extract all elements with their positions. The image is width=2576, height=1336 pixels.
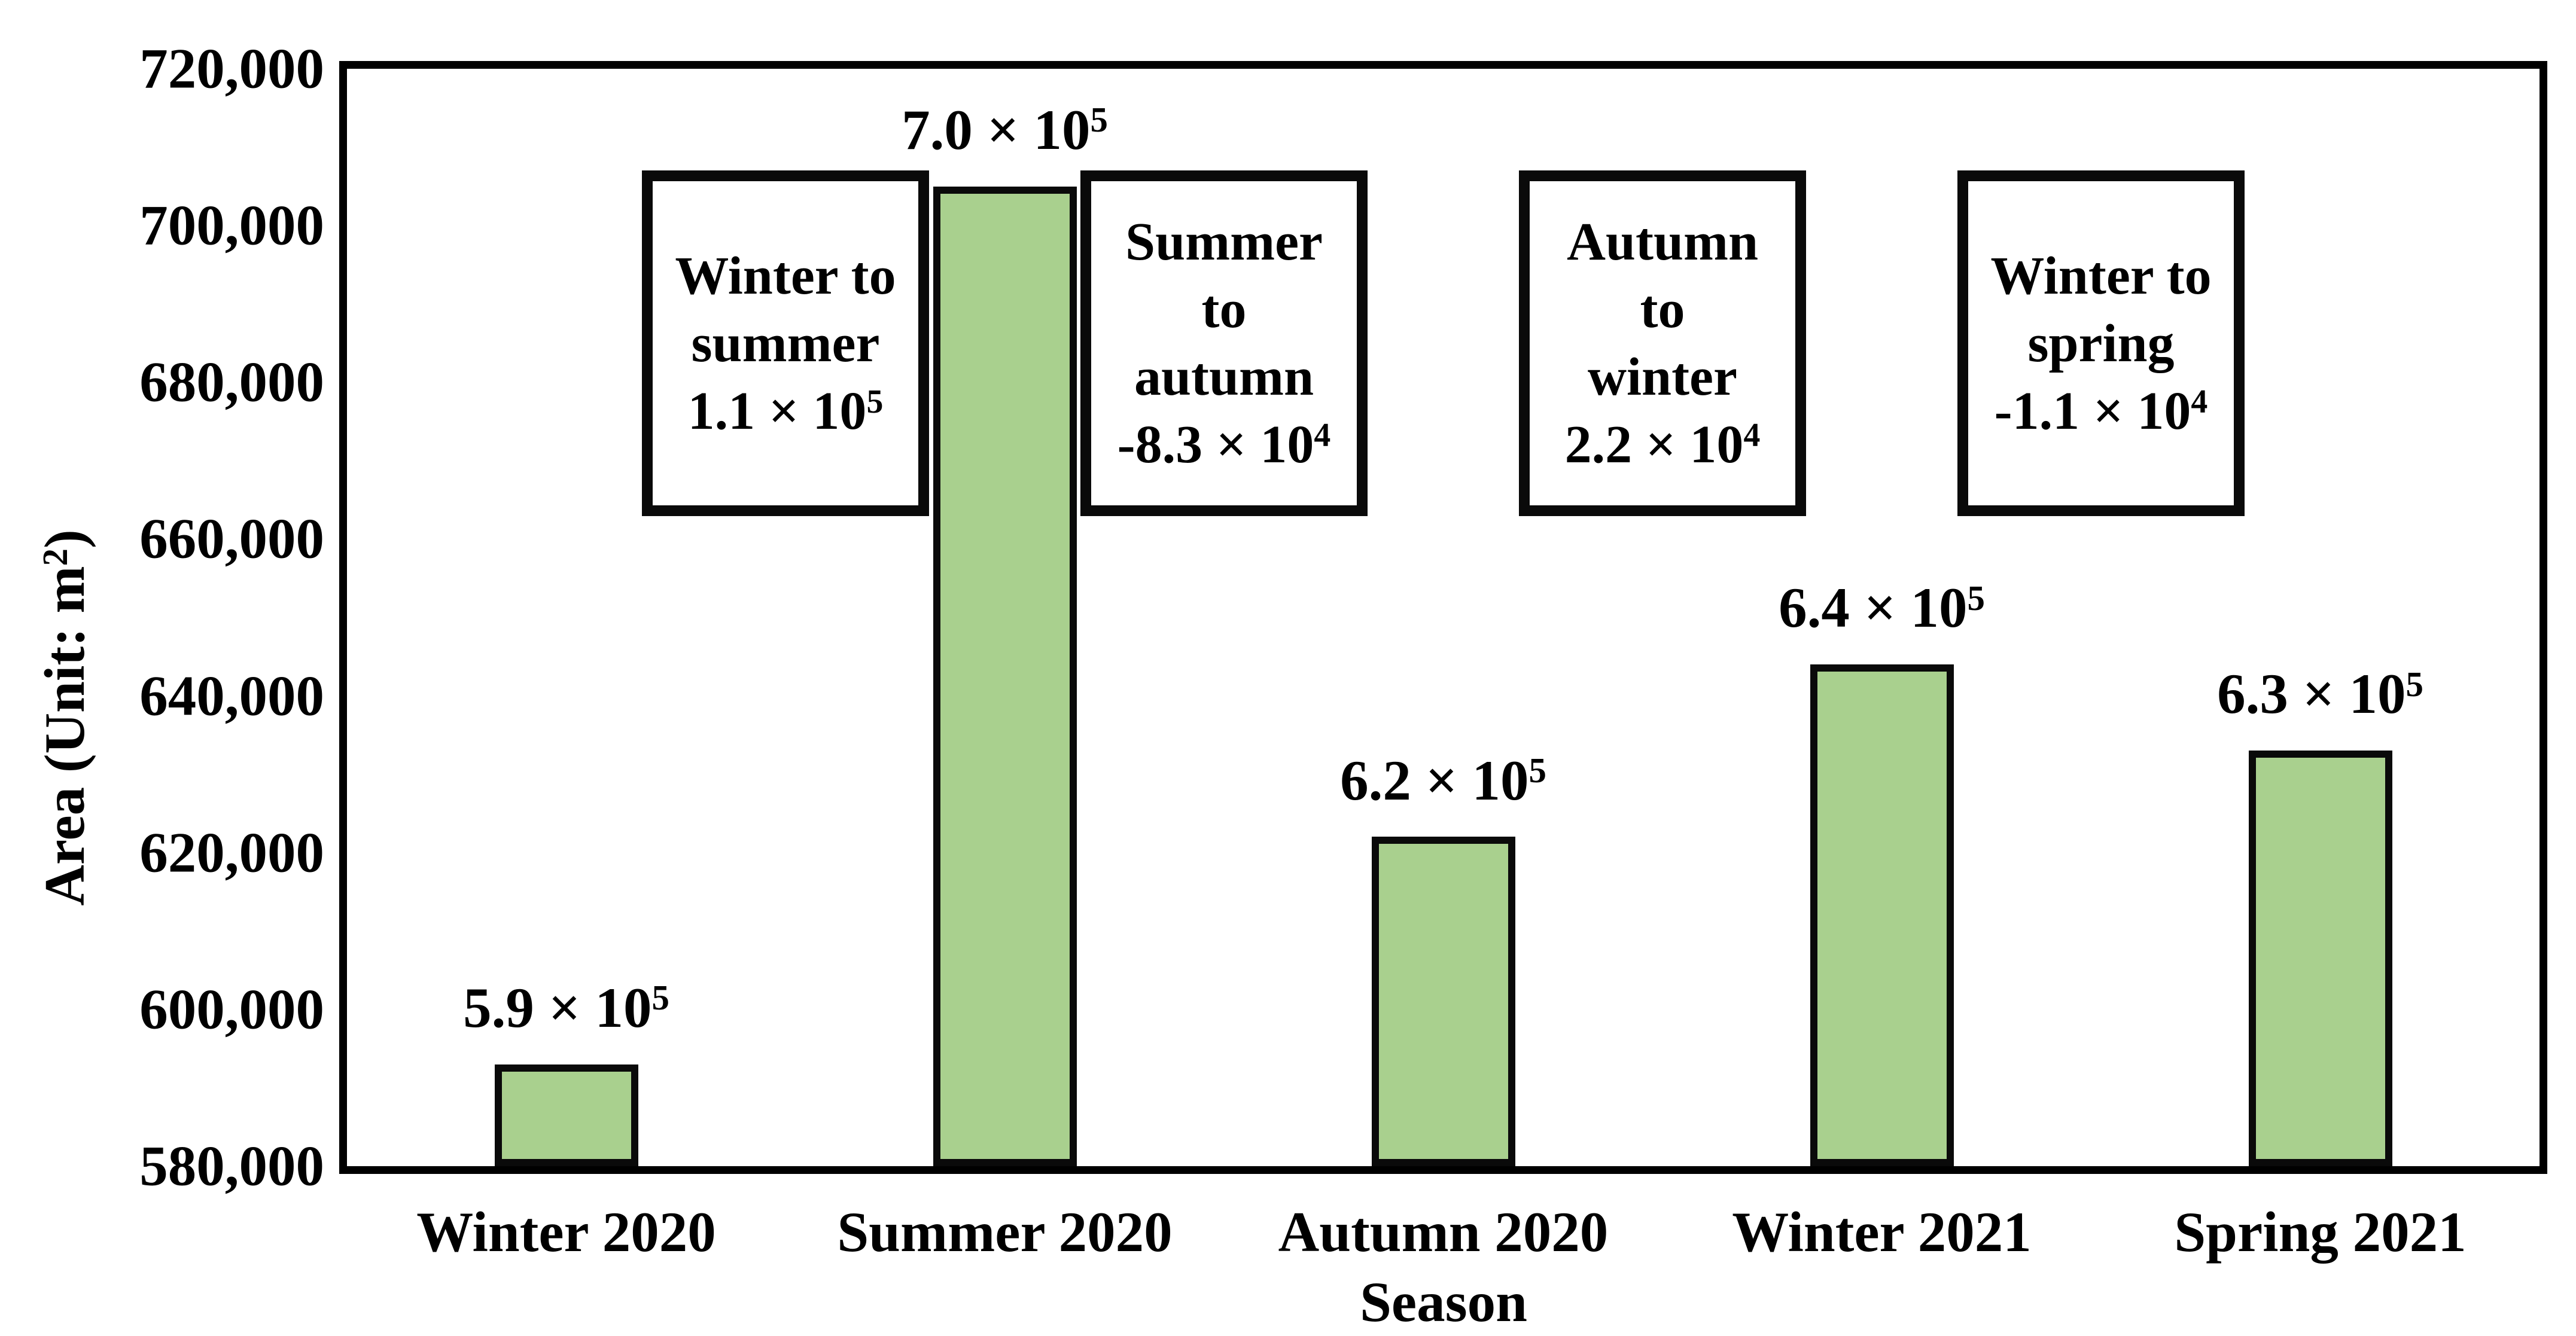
- annotation-delta-mantissa: 2.2 × 10: [1564, 415, 1744, 474]
- bar-summer-2020: [933, 187, 1077, 1166]
- plot-area: [339, 61, 2547, 1174]
- bar-value-label-summer-2020: 7.0 × 105: [902, 97, 1108, 163]
- bar-value-exponent: 5: [2406, 665, 2423, 704]
- bar-value-mantissa: 7.0 × 10: [902, 97, 1091, 161]
- bar-value-mantissa: 6.3 × 10: [2217, 662, 2406, 726]
- annotation-delta-exponent: 4: [1743, 417, 1761, 455]
- annotation-delta-mantissa: 1.1 × 10: [687, 381, 867, 441]
- annotation-box-winter-to-summer: Winter to summer 1.1 × 105: [642, 170, 929, 516]
- bar-autumn-2020: [1371, 837, 1515, 1166]
- bar-value-label-winter-2020: 5.9 × 105: [463, 975, 669, 1041]
- bar-value-label-spring-2021: 6.3 × 105: [2217, 661, 2423, 727]
- x-category-label-summer-2020: Summer 2020: [837, 1200, 1173, 1264]
- annotation-box-winter-to-spring: Winter to spring -1.1 × 104: [1957, 170, 2245, 516]
- annotation-season-line: Winter to: [1990, 246, 2212, 306]
- annotation-delta-mantissa: -1.1 × 10: [1994, 381, 2191, 441]
- y-tick-label-620000: 620,000: [139, 820, 324, 884]
- y-tick-label-580000: 580,000: [139, 1134, 324, 1198]
- bar-value-mantissa: 5.9 × 10: [463, 975, 652, 1039]
- x-category-label-winter-2021: Winter 2021: [1732, 1200, 2032, 1264]
- annotation-delta-exponent: 4: [2191, 383, 2208, 420]
- annotation-season-line: summer: [691, 313, 880, 373]
- y-tick-label-660000: 660,000: [139, 507, 324, 571]
- annotation-delta-exponent: 5: [866, 383, 884, 420]
- bar-value-label-autumn-2020: 6.2 × 105: [1340, 748, 1546, 813]
- y-tick-label-720000: 720,000: [139, 36, 324, 100]
- annotation-box-autumn-to-winter: Autumn to winter 2.2 × 104: [1519, 170, 1806, 516]
- annotation-season-line: Summer: [1125, 212, 1323, 272]
- annotation-season-line: spring: [2027, 313, 2175, 373]
- y-tick-label-680000: 680,000: [139, 350, 324, 414]
- annotation-delta-value: 2.2 × 104: [1565, 411, 1761, 478]
- annotation-delta-exponent: 4: [1314, 417, 1331, 455]
- annotation-delta-value: -1.1 × 104: [1995, 377, 2208, 445]
- bar-value-exponent: 5: [1090, 100, 1108, 140]
- bar-value-exponent: 5: [651, 978, 669, 1018]
- bar-value-mantissa: 6.2 × 10: [1340, 748, 1529, 812]
- annotation-delta-mantissa: -8.3 × 10: [1117, 415, 1314, 474]
- annotation-season-line: Autumn: [1566, 212, 1759, 272]
- bar-winter-2021: [1810, 664, 1954, 1166]
- y-tick-label-640000: 640,000: [139, 664, 324, 728]
- bar-value-exponent: 5: [1967, 578, 1985, 618]
- y-tick-label-600000: 600,000: [139, 977, 324, 1041]
- x-axis-title: Season: [1360, 1270, 1527, 1334]
- annotation-delta-value: -8.3 × 104: [1118, 411, 1331, 478]
- bar-winter-2020: [494, 1064, 638, 1166]
- x-category-label-autumn-2020: Autumn 2020: [1278, 1200, 1609, 1264]
- annotation-season-line: to: [1201, 280, 1247, 339]
- annotation-season-line: to: [1640, 280, 1685, 339]
- bar-value-exponent: 5: [1528, 751, 1546, 791]
- y-tick-label-700000: 700,000: [139, 193, 324, 257]
- bar-value-mantissa: 6.4 × 10: [1779, 576, 1968, 640]
- bar-spring-2021: [2248, 751, 2392, 1166]
- annotation-delta-value: 1.1 × 105: [688, 377, 884, 445]
- annotation-season-line: Winter to: [675, 246, 896, 306]
- annotation-season-line: autumn: [1134, 347, 1314, 407]
- bar-value-label-winter-2021: 6.4 × 105: [1779, 575, 1985, 640]
- annotation-season-line: winter: [1588, 347, 1737, 407]
- annotation-box-summer-to-autumn: Summer to autumn -8.3 × 104: [1080, 170, 1368, 516]
- x-category-label-winter-2020: Winter 2020: [416, 1200, 716, 1264]
- x-category-label-spring-2021: Spring 2021: [2174, 1200, 2467, 1264]
